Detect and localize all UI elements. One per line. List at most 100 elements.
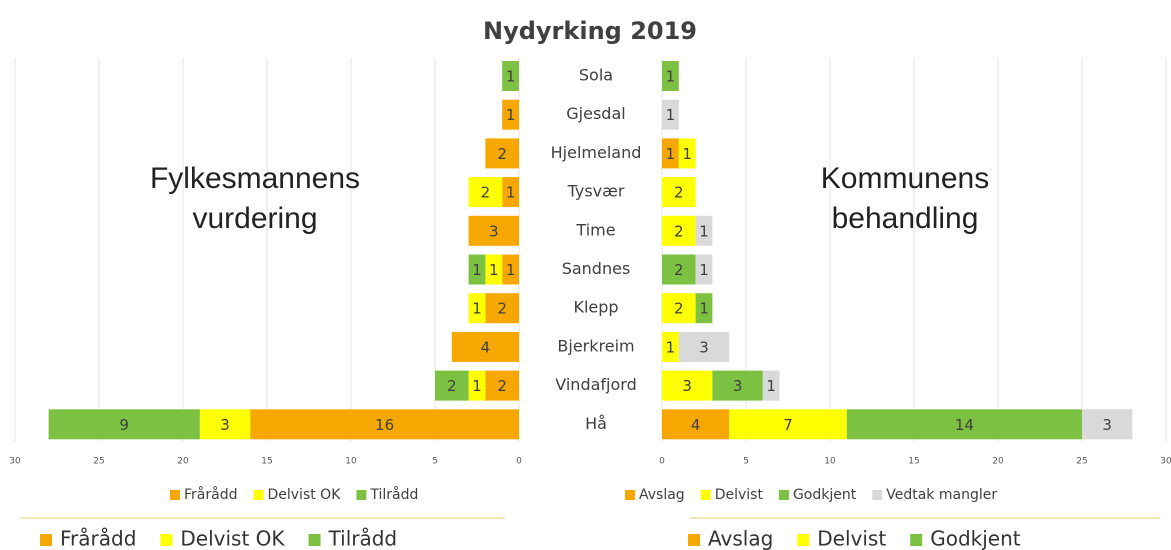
data-label: 2 — [674, 300, 684, 318]
data-label: 1 — [666, 68, 676, 86]
x-tick-label: 30 — [9, 457, 21, 467]
bar-segment — [678, 331, 730, 362]
annotation: Fylkesmannens — [150, 162, 360, 195]
bar-segment — [435, 370, 469, 401]
bar-segment — [695, 293, 713, 324]
category-label: Sandnes — [562, 259, 631, 278]
data-label: 2 — [447, 377, 457, 395]
legend-swatch — [160, 534, 173, 546]
legend-swatch — [688, 534, 700, 546]
legend-swatch — [170, 490, 180, 500]
bar-segment — [468, 254, 486, 285]
annotation: behandling — [832, 202, 979, 235]
bar-segment — [662, 409, 730, 440]
legend-label: Frårådd — [184, 486, 237, 503]
data-label: 14 — [955, 416, 974, 434]
data-label: 4 — [691, 416, 701, 434]
legend-label: Tilrådd — [328, 527, 398, 550]
legend-swatch — [356, 490, 367, 500]
legend-label: Godkjent — [793, 487, 857, 503]
legend-label: Delvist — [817, 527, 886, 550]
x-tick-label: 10 — [345, 457, 357, 467]
bar-segment — [662, 99, 679, 130]
category-label: Bjerkreim — [557, 336, 634, 355]
data-label: 1 — [472, 261, 482, 279]
bar-segment — [451, 331, 519, 362]
data-label: 1 — [506, 261, 516, 279]
bar-segment — [729, 409, 847, 440]
bar-segment — [502, 254, 519, 285]
data-label: 1 — [472, 377, 482, 395]
data-label: 7 — [783, 416, 793, 434]
x-tick-label: 30 — [1160, 457, 1171, 467]
bar-segment — [1082, 409, 1133, 440]
bar-segment — [695, 254, 713, 285]
data-label: 1 — [699, 222, 709, 240]
legend-swatch — [40, 534, 52, 546]
bar-segment — [662, 177, 696, 208]
annotation: vurdering — [192, 202, 317, 235]
bar-segment — [485, 293, 519, 324]
x-tick-label: 15 — [261, 457, 272, 467]
bar-segment — [662, 215, 696, 246]
bar-segment — [712, 370, 763, 401]
data-label: 1 — [699, 300, 709, 318]
chart-title: Nydyrking 2019 — [483, 17, 697, 45]
data-label: 2 — [497, 145, 507, 163]
legend-swatch — [253, 490, 264, 500]
legend-swatch — [700, 490, 711, 500]
data-label: 1 — [506, 184, 516, 202]
data-label: 2 — [674, 222, 684, 240]
bar-segment — [762, 370, 780, 401]
legend-label: Delvist OK — [180, 527, 285, 550]
category-label: Tysvær — [567, 182, 625, 201]
legend-swatch — [797, 534, 810, 546]
annotation: Kommunens — [821, 162, 989, 195]
data-label: 3 — [699, 338, 709, 356]
bar-segment — [695, 215, 713, 246]
data-label: 4 — [481, 338, 491, 356]
legend-swatch — [778, 490, 789, 500]
legend-swatch — [625, 490, 635, 500]
data-label: 1 — [666, 338, 676, 356]
bar-segment — [662, 370, 713, 401]
data-label: 3 — [489, 222, 499, 240]
data-label: 9 — [119, 416, 129, 434]
bar-segment — [662, 293, 696, 324]
data-label: 1 — [666, 145, 676, 163]
bar-segment — [468, 370, 486, 401]
x-tick-label: 10 — [824, 457, 836, 467]
legend-swatch — [308, 534, 321, 546]
bar-segment — [678, 138, 696, 169]
data-label: 1 — [682, 145, 692, 163]
data-label: 1 — [766, 377, 776, 395]
bar-segment — [502, 99, 519, 130]
data-label: 1 — [699, 261, 709, 279]
bar-segment — [662, 61, 679, 91]
legend-label: Delvist OK — [267, 487, 341, 503]
data-label: 2 — [481, 184, 491, 202]
data-label: 3 — [1102, 416, 1112, 434]
bar-segment — [468, 293, 486, 324]
legend-label: Tilrådd — [369, 486, 418, 503]
legend-label: Avslag — [639, 487, 685, 503]
data-label: 1 — [489, 261, 499, 279]
legend-label: Frårådd — [60, 527, 136, 550]
x-tick-label: 0 — [516, 457, 522, 467]
category-label: Sola — [579, 66, 613, 85]
legend-label: Vedtak mangler — [886, 487, 997, 503]
bar-segment — [485, 138, 519, 169]
category-label: Vindafjord — [555, 375, 636, 394]
legend-label: Avslag — [708, 527, 773, 550]
bar-segment — [485, 370, 519, 401]
x-tick-label: 0 — [659, 457, 665, 467]
bar-segment — [468, 215, 519, 246]
bar-segment — [250, 409, 519, 440]
legend-label: Godkjent — [930, 527, 1021, 550]
x-tick-label: 5 — [743, 457, 749, 467]
category-label: Klepp — [573, 298, 618, 317]
category-label: Time — [575, 220, 615, 239]
bar-segment — [502, 61, 519, 91]
bar-segment — [485, 254, 503, 285]
